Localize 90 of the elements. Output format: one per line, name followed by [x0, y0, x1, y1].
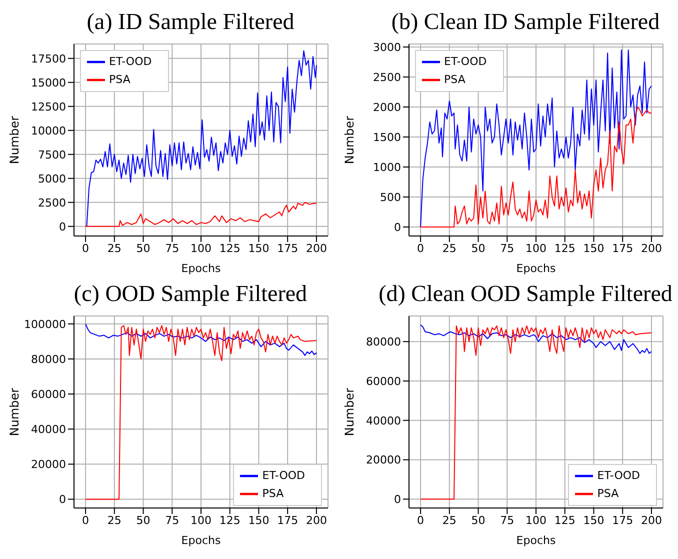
- legend-label: ET-OOD: [444, 55, 487, 68]
- x-tick-label: 125: [219, 242, 240, 255]
- x-tick-label: 175: [612, 242, 634, 255]
- x-tick-label: 50: [136, 242, 150, 255]
- y-tick-label: 0: [394, 493, 401, 506]
- y-tick-label: 500: [380, 190, 401, 204]
- x-tick-label: 75: [165, 514, 180, 527]
- y-tick-label: 40000: [31, 423, 66, 436]
- x-tick-label: 75: [165, 242, 180, 255]
- y-tick-label: 20000: [31, 458, 66, 472]
- x-tick-label: 0: [417, 514, 424, 527]
- y-tick-label: 12500: [31, 100, 66, 114]
- legend-label: PSA: [444, 73, 466, 86]
- chart-title: (a) ID Sample Filtered: [86, 8, 296, 36]
- line-series: [420, 50, 652, 228]
- line-series: [420, 106, 652, 228]
- line-series: [85, 323, 317, 356]
- y-tick-label: 100000: [24, 318, 66, 331]
- y-tick-label: 20000: [366, 454, 401, 467]
- x-tick-label: 25: [442, 242, 456, 255]
- y-tick-label: 0: [394, 220, 401, 234]
- legend-label: ET-OOD: [597, 469, 640, 482]
- y-axis-title: Number: [342, 388, 356, 436]
- line-series: [420, 324, 652, 354]
- y-axis-title: Number: [7, 388, 22, 436]
- x-tick-label: 200: [640, 242, 662, 255]
- y-tick-label: 1500: [373, 130, 401, 144]
- x-tick-label: 75: [500, 242, 514, 255]
- y-tick-label: 40000: [366, 414, 401, 428]
- y-tick-label: 1000: [373, 160, 401, 174]
- x-tick-label: 175: [277, 514, 298, 527]
- y-axis-title: Number: [342, 116, 356, 164]
- x-tick-label: 100: [526, 242, 546, 255]
- y-axis-title: Number: [7, 116, 22, 164]
- y-tick-label: 60000: [366, 374, 401, 388]
- y-tick-label: 7500: [38, 148, 66, 162]
- y-tick-label: 80000: [366, 336, 401, 349]
- x-tick-label: 0: [82, 242, 90, 255]
- x-tick-label: 150: [583, 514, 604, 527]
- y-tick-label: 15000: [31, 76, 66, 90]
- x-axis-title: Epochs: [181, 262, 221, 275]
- x-tick-label: 50: [471, 242, 486, 255]
- x-tick-label: 175: [277, 242, 298, 255]
- chart-title: (b) Clean ID Sample Filtered: [390, 8, 661, 36]
- y-tick-label: 2500: [373, 70, 401, 84]
- x-tick-label: 100: [190, 514, 212, 527]
- x-tick-label: 200: [640, 514, 662, 527]
- y-tick-label: 3000: [373, 40, 401, 54]
- x-tick-label: 50: [471, 514, 486, 527]
- x-tick-label: 100: [526, 514, 546, 527]
- line-series: [420, 325, 652, 500]
- y-tick-label: 10000: [31, 124, 66, 138]
- x-tick-label: 0: [417, 242, 424, 255]
- x-tick-label: 125: [219, 514, 240, 527]
- x-tick-label: 150: [248, 242, 270, 255]
- legend-label: PSA: [109, 73, 130, 86]
- line-series: [85, 325, 317, 500]
- x-tick-label: 175: [612, 514, 634, 527]
- chart-title: (d) Clean OOD Sample Filtered: [378, 280, 674, 308]
- x-axis-title: Epochs: [181, 534, 221, 547]
- x-tick-label: 25: [107, 242, 122, 255]
- y-tick-label: 0: [59, 493, 66, 506]
- y-tick-label: 17500: [31, 52, 66, 66]
- x-tick-label: 50: [136, 514, 150, 527]
- y-tick-label: 5000: [38, 172, 66, 186]
- chart-title: (c) OOD Sample Filtered: [72, 280, 308, 308]
- line-series: [85, 50, 317, 227]
- y-tick-label: 2500: [38, 196, 66, 210]
- x-tick-label: 200: [306, 242, 327, 255]
- x-axis-title: Epochs: [516, 534, 556, 547]
- x-tick-label: 125: [554, 242, 576, 255]
- x-tick-label: 25: [107, 514, 122, 527]
- y-tick-label: 0: [59, 220, 66, 234]
- x-tick-label: 100: [190, 242, 212, 255]
- legend-label: ET-OOD: [262, 469, 305, 482]
- x-tick-label: 200: [306, 514, 327, 527]
- y-tick-label: 60000: [31, 388, 66, 401]
- x-axis-title: Epochs: [516, 262, 556, 275]
- y-tick-label: 80000: [31, 352, 66, 366]
- x-tick-label: 150: [583, 242, 604, 255]
- legend-label: ET-OOD: [109, 55, 152, 68]
- x-tick-label: 0: [82, 514, 90, 527]
- legend-label: PSA: [262, 487, 284, 500]
- x-tick-label: 150: [248, 514, 270, 527]
- x-tick-label: 25: [442, 514, 456, 527]
- y-tick-label: 2000: [373, 100, 401, 114]
- x-tick-label: 75: [500, 514, 514, 527]
- x-tick-label: 125: [554, 514, 576, 527]
- legend-label: PSA: [597, 487, 619, 500]
- line-series: [85, 202, 317, 227]
